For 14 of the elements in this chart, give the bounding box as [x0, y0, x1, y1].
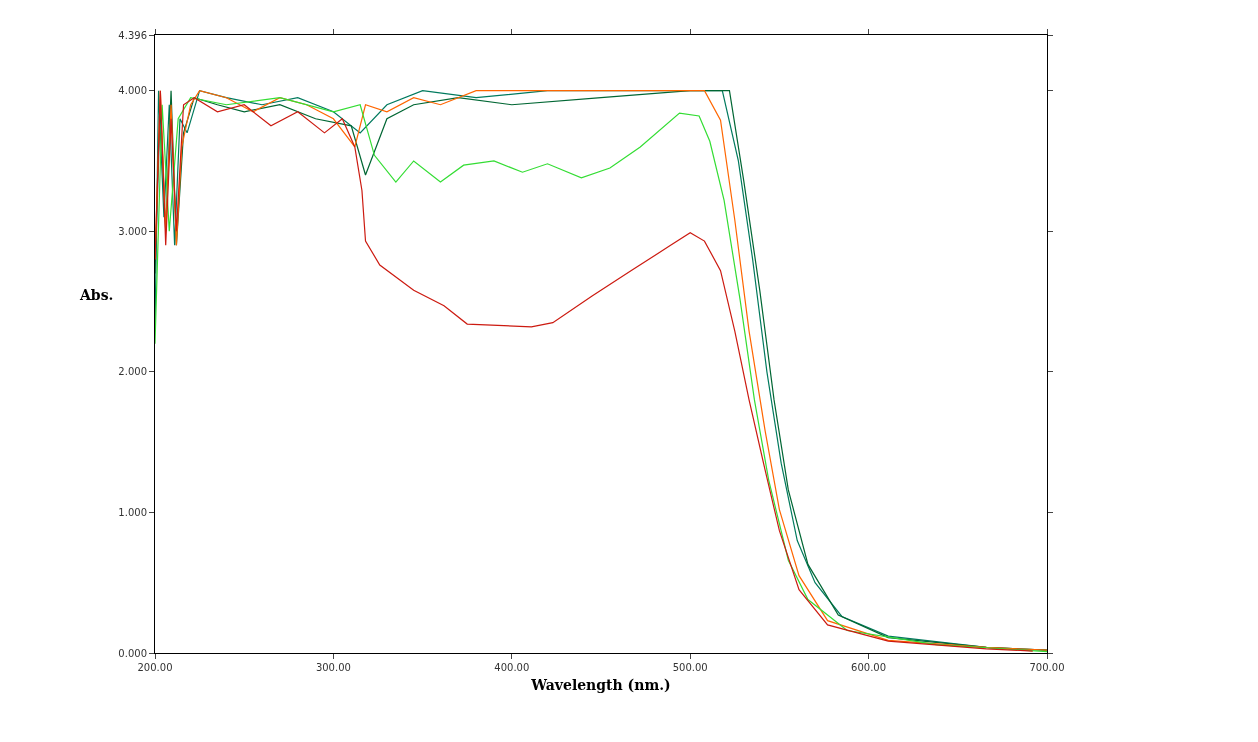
y-tick-label: 0.000	[118, 647, 147, 659]
x-tick-label: 400.00	[494, 662, 530, 673]
x-tick-label: 200.00	[137, 662, 173, 673]
y-tick-label: 4.396	[118, 29, 147, 41]
y-tick-label: 1.000	[118, 506, 147, 518]
y-tick-label: 3.000	[118, 225, 147, 237]
x-tick-label: 700.00	[1029, 662, 1065, 673]
x-tick-label: 600.00	[851, 662, 887, 673]
y-tick-label: 2.000	[118, 366, 147, 378]
x-tick-label: 500.00	[672, 662, 708, 673]
y-axis-title: Abs.	[79, 287, 114, 303]
x-axis-title: Wavelength (nm.)	[530, 677, 671, 694]
y-tick-label: 4.000	[118, 85, 147, 97]
x-tick-label: 300.00	[315, 662, 351, 673]
